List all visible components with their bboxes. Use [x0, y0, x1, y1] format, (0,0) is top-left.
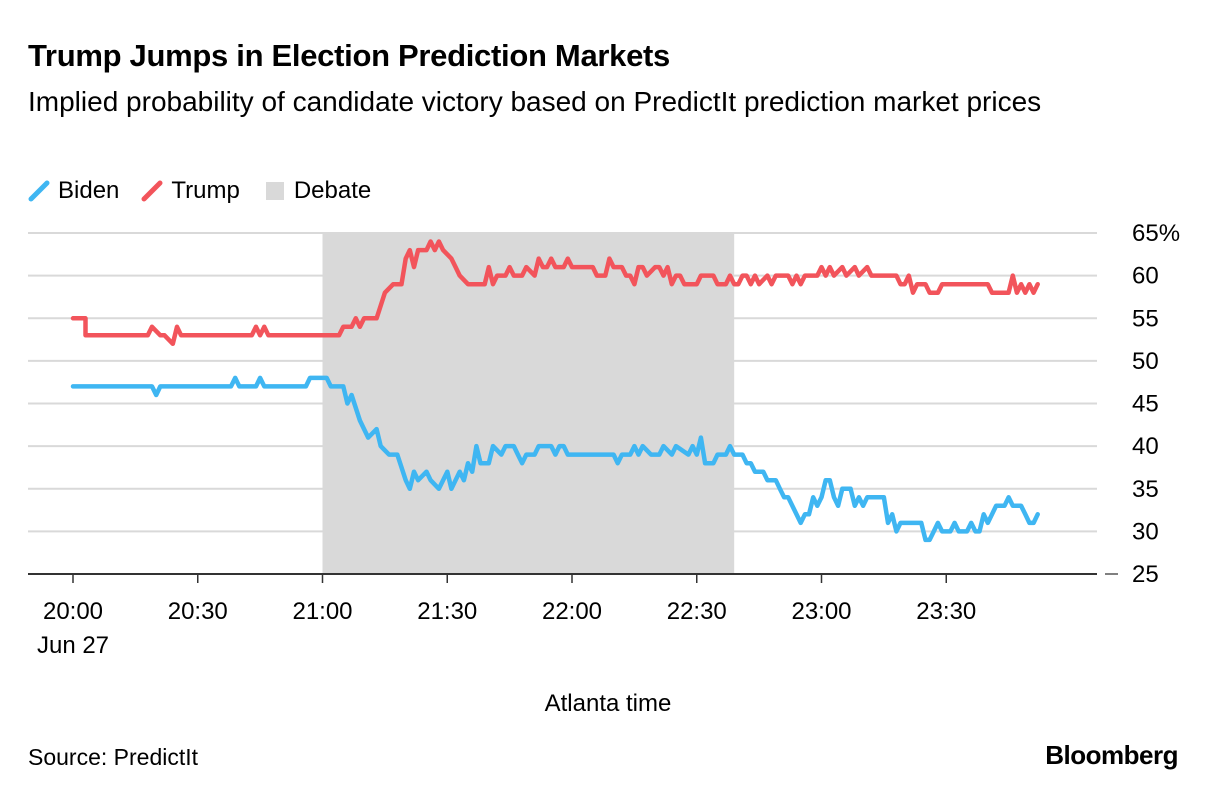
- y-tick-label: 35: [1132, 476, 1159, 503]
- legend-swatch-trump: [141, 180, 163, 202]
- x-tick-label: 20:30: [168, 598, 228, 625]
- source-note: Source: PredictIt: [28, 744, 199, 770]
- legend-label-biden: Biden: [58, 177, 120, 204]
- y-tick-label: 30: [1132, 518, 1159, 545]
- x-tick-label: 21:30: [417, 598, 477, 625]
- legend-swatch-debate: [265, 182, 284, 200]
- x-axis-label: Atlanta time: [544, 690, 672, 717]
- y-tick-label: 45: [1132, 391, 1159, 418]
- legend-label-debate: Debate: [293, 177, 372, 204]
- legend-line-trump: [141, 180, 163, 202]
- legend-label-trump: Trump: [171, 177, 240, 204]
- y-tick-label: 60: [1132, 263, 1159, 290]
- chart-subtitle: Implied probability of candidate victory…: [28, 86, 1042, 117]
- legend-item-debate: Debate: [262, 177, 371, 205]
- chart-title: Trump Jumps in Election Prediction Marke…: [28, 38, 670, 73]
- y-tick-label: 25: [1132, 561, 1159, 588]
- x-tick-label: 20:00: [43, 598, 103, 625]
- x-tick-label: 23:00: [791, 598, 851, 625]
- x-tick-label: 22:00: [542, 598, 602, 625]
- y-tick-label: 50: [1132, 348, 1159, 375]
- x-tick-label: 21:00: [292, 598, 352, 625]
- y-tick-label: 55: [1132, 305, 1159, 332]
- legend-line-biden: [28, 180, 50, 202]
- brand-logo: Bloomberg: [1045, 740, 1178, 770]
- legend-swatch-biden: [28, 180, 50, 202]
- x-tick-label: 22:30: [667, 598, 727, 625]
- legend-item-trump: Trump: [141, 177, 240, 205]
- x-tick-label: 23:30: [916, 598, 976, 625]
- series-line-biden: [70, 375, 1040, 543]
- x-tick-sublabel: Jun 27: [37, 632, 109, 659]
- series-line-trump: [70, 239, 1040, 347]
- y-tick-label: 40: [1132, 433, 1159, 460]
- legend: Biden Trump Debate: [28, 177, 393, 205]
- y-tick-label: 65%: [1132, 220, 1180, 247]
- legend-item-biden: Biden: [28, 177, 119, 205]
